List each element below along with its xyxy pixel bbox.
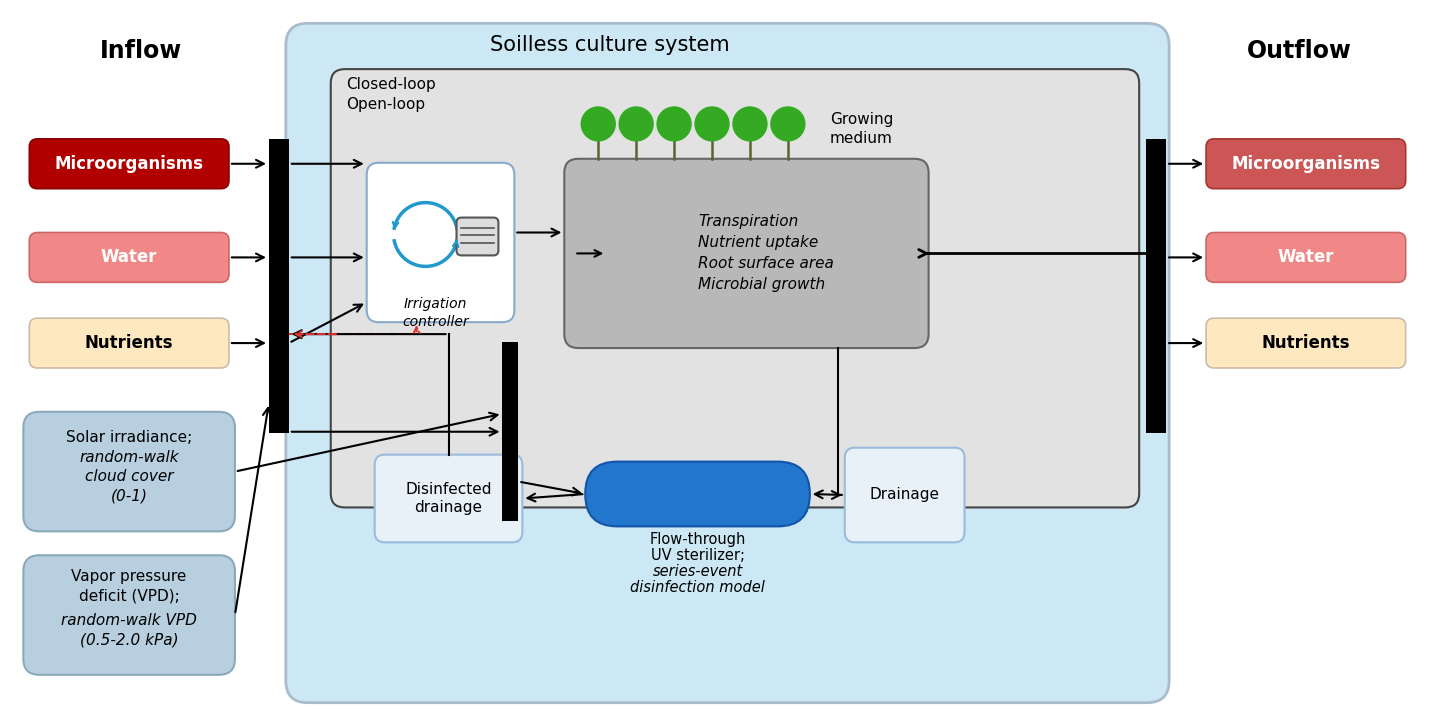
- FancyBboxPatch shape: [845, 448, 965, 542]
- Text: series-event: series-event: [652, 564, 743, 579]
- Text: Water: Water: [1277, 249, 1333, 266]
- Text: random-walk
cloud cover
(0-1): random-walk cloud cover (0-1): [79, 450, 179, 503]
- FancyBboxPatch shape: [285, 23, 1169, 703]
- FancyBboxPatch shape: [374, 454, 523, 542]
- Text: Soilless culture system: Soilless culture system: [491, 35, 730, 55]
- Circle shape: [657, 107, 691, 141]
- Bar: [1146, 139, 1166, 433]
- FancyBboxPatch shape: [29, 318, 229, 368]
- FancyBboxPatch shape: [29, 233, 229, 282]
- Text: Growing
medium: Growing medium: [829, 112, 893, 145]
- Circle shape: [619, 107, 654, 141]
- Bar: [269, 139, 289, 433]
- Text: disinfection model: disinfection model: [631, 580, 765, 595]
- Text: Closed-loop: Closed-loop: [346, 77, 435, 92]
- FancyBboxPatch shape: [456, 217, 498, 255]
- Text: Irrigation
controller: Irrigation controller: [402, 297, 469, 329]
- Circle shape: [696, 107, 729, 141]
- Text: Water: Water: [101, 249, 157, 266]
- Circle shape: [733, 107, 768, 141]
- FancyBboxPatch shape: [1207, 233, 1405, 282]
- FancyBboxPatch shape: [367, 163, 514, 322]
- Text: Vapor pressure
deficit (VPD);: Vapor pressure deficit (VPD);: [72, 569, 187, 603]
- Text: Transpiration
Nutrient uptake
Root surface area
Microbial growth: Transpiration Nutrient uptake Root surfa…: [698, 214, 834, 292]
- Text: Open-loop: Open-loop: [346, 97, 425, 112]
- FancyBboxPatch shape: [1207, 139, 1405, 189]
- Text: Flow-through: Flow-through: [649, 532, 746, 547]
- FancyBboxPatch shape: [585, 462, 809, 526]
- FancyBboxPatch shape: [1207, 318, 1405, 368]
- Text: UV sterilizer;: UV sterilizer;: [651, 548, 744, 563]
- Text: Microorganisms: Microorganisms: [1231, 155, 1381, 173]
- Text: Disinfected
drainage: Disinfected drainage: [405, 482, 492, 515]
- Text: Outflow: Outflow: [1247, 39, 1351, 63]
- Text: Drainage: Drainage: [870, 488, 940, 502]
- Bar: [503, 342, 518, 521]
- Text: Solar irradiance;: Solar irradiance;: [66, 430, 193, 445]
- Text: Inflow: Inflow: [99, 39, 183, 63]
- Circle shape: [770, 107, 805, 141]
- FancyBboxPatch shape: [29, 139, 229, 189]
- Text: Nutrients: Nutrients: [85, 334, 173, 352]
- Text: Nutrients: Nutrients: [1261, 334, 1351, 352]
- FancyBboxPatch shape: [564, 158, 929, 348]
- FancyBboxPatch shape: [23, 411, 235, 531]
- Text: random-walk VPD
(0.5-2.0 kPa): random-walk VPD (0.5-2.0 kPa): [62, 613, 197, 647]
- FancyBboxPatch shape: [331, 69, 1139, 507]
- Circle shape: [582, 107, 615, 141]
- FancyBboxPatch shape: [23, 555, 235, 675]
- Text: Microorganisms: Microorganisms: [55, 155, 203, 173]
